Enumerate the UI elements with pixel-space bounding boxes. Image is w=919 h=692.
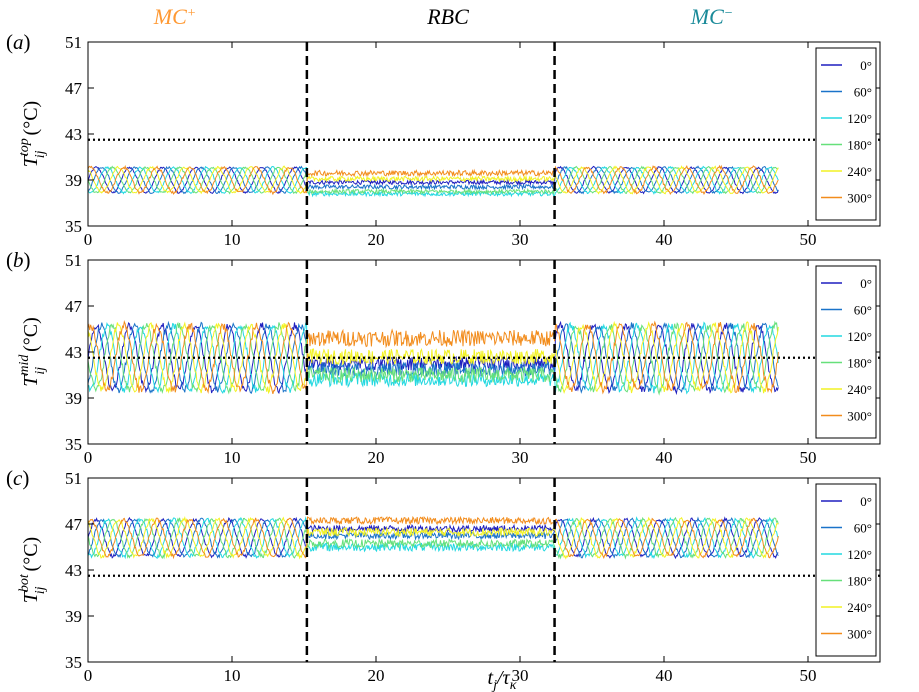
panels: 0 10 20 30 40 50 35 39 43 47 51 (a) Ttopij (°C) 0° 60°… [6, 30, 881, 685]
legend-label-3: 180° [847, 574, 872, 589]
x-tick-label-4: 40 [656, 666, 673, 685]
x-tick-label-1: 10 [224, 448, 241, 467]
legend-label-3: 180° [847, 138, 872, 153]
legend-label-2: 120° [847, 111, 872, 126]
legend: 0° 60° 120° 180° 240° 300° [815, 265, 877, 439]
series-line-5 [88, 320, 779, 395]
legend-label-5: 300° [847, 627, 872, 642]
x-tick-label-1: 10 [224, 230, 241, 249]
regime-labels: MC+ RBC MC− [153, 4, 733, 29]
legend-label-5: 300° [847, 191, 872, 206]
legend-label-2: 120° [847, 329, 872, 344]
y-tick-label-0: 35 [65, 653, 82, 672]
series-line-1 [88, 516, 779, 559]
y-tick-label-2: 43 [65, 343, 82, 362]
series-line-4 [88, 165, 779, 195]
x-tick-label-1: 10 [224, 666, 241, 685]
y-tick-label-3: 47 [65, 79, 83, 98]
panel-2: 0 10 20 30 40 50 35 39 43 47 51 (c) Tbotij (°C) 0° 60°… [6, 466, 881, 685]
legend-label-0: 0° [860, 58, 872, 73]
y-tick-label-1: 39 [65, 389, 82, 408]
x-tick-label-3: 30 [512, 666, 529, 685]
panel-letter: (b) [6, 248, 31, 272]
y-tick-label-3: 47 [65, 297, 83, 316]
y-tick-label-1: 39 [65, 171, 82, 190]
x-tick-label-2: 20 [368, 666, 385, 685]
legend-box [815, 47, 877, 221]
series-group [88, 515, 779, 560]
axes-frame [87, 477, 881, 663]
legend: 0° 60° 120° 180° 240° 300° [815, 483, 877, 657]
series-line-0 [88, 516, 779, 560]
x-tick-label-3: 30 [512, 230, 529, 249]
regime-label-1: RBC [426, 4, 469, 29]
legend-label-2: 120° [847, 547, 872, 562]
series-line-3 [88, 320, 779, 396]
x-tick-label-4: 40 [656, 230, 673, 249]
series-line-5 [88, 515, 779, 560]
series-group [88, 320, 779, 396]
y-tick-label-4: 51 [65, 469, 82, 488]
legend-label-4: 240° [847, 164, 872, 179]
legend-label-0: 0° [860, 276, 872, 291]
legend-label-1: 60° [854, 85, 872, 100]
series-group [88, 164, 779, 198]
x-tick-label-0: 0 [84, 666, 93, 685]
series-line-3 [88, 165, 779, 196]
series-line-1 [88, 320, 779, 394]
panel-letter: (a) [6, 30, 31, 54]
y-tick-label-3: 47 [65, 515, 83, 534]
series-line-5 [88, 164, 779, 196]
series-line-3 [88, 516, 779, 560]
y-axis-label: Tbotij (°C) [17, 537, 48, 603]
y-tick-label-0: 35 [65, 435, 82, 454]
x-tick-label-4: 40 [656, 448, 673, 467]
legend-label-3: 180° [847, 356, 872, 371]
panel-0: 0 10 20 30 40 50 35 39 43 47 51 (a) Ttopij (°C) 0° 60°… [6, 30, 881, 249]
y-tick-label-0: 35 [65, 217, 82, 236]
x-tick-label-3: 30 [512, 448, 529, 467]
y-axis-label: Tmidij (°C) [17, 317, 48, 387]
x-tick-label-0: 0 [84, 448, 93, 467]
series-line-4 [88, 516, 779, 560]
y-tick-label-1: 39 [65, 607, 82, 626]
legend-label-0: 0° [860, 494, 872, 509]
x-tick-label-2: 20 [368, 230, 385, 249]
legend-label-4: 240° [847, 382, 872, 397]
regime-label-2: MC− [690, 4, 733, 29]
panel-letter: (c) [6, 466, 29, 490]
series-line-2 [88, 165, 779, 198]
series-line-2 [88, 516, 779, 560]
x-tick-label-5: 50 [800, 666, 817, 685]
x-tick-label-5: 50 [800, 448, 817, 467]
y-tick-label-4: 51 [65, 251, 82, 270]
series-line-2 [88, 321, 779, 395]
regime-label-0: MC+ [153, 4, 196, 29]
y-tick-label-2: 43 [65, 125, 82, 144]
legend-label-1: 60° [854, 521, 872, 536]
legend-label-4: 240° [847, 600, 872, 615]
legend-box [815, 265, 877, 439]
y-tick-label-4: 51 [65, 33, 82, 52]
x-tick-label-5: 50 [800, 230, 817, 249]
axes-frame [87, 41, 881, 227]
panel-1: 0 10 20 30 40 50 35 39 43 47 51 (b) Tmidij (°C) 0° 60°… [6, 248, 881, 467]
x-tick-label-0: 0 [84, 230, 93, 249]
y-tick-label-2: 43 [65, 561, 82, 580]
legend-label-1: 60° [854, 303, 872, 318]
x-tick-label-2: 20 [368, 448, 385, 467]
legend: 0° 60° 120° 180° 240° 300° [815, 47, 877, 221]
legend-label-5: 300° [847, 409, 872, 424]
x-axis-label: tj/τκ [488, 667, 517, 692]
series-line-1 [88, 165, 779, 195]
y-axis-label: Ttopij (°C) [17, 101, 48, 167]
x-axis-label-text: tj/τκ [488, 667, 517, 692]
legend-box [815, 483, 877, 657]
series-line-0 [88, 165, 779, 195]
